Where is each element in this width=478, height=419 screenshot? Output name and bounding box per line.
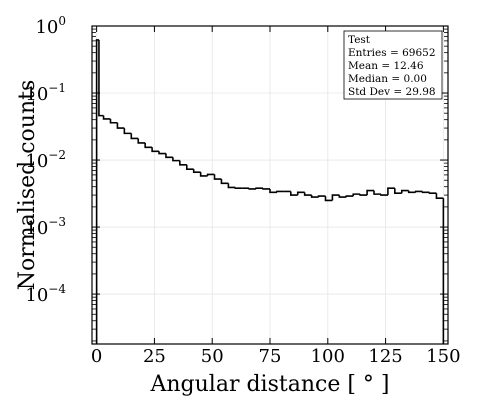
x-tick-label: 75 — [259, 346, 282, 367]
x-tick-label: 100 — [311, 346, 345, 367]
histogram-bin — [213, 174, 222, 180]
histogram-bin — [158, 151, 166, 155]
x-axis-ticks: 0 25 50 75 100 125 150 — [91, 26, 461, 367]
x-tick-label: 150 — [426, 346, 460, 367]
histogram-bin — [109, 118, 118, 124]
y-axis-label: Normalised counts — [15, 80, 40, 290]
histogram-bin — [130, 133, 139, 140]
stats-std-dev: Std Dev = 29.98 — [348, 86, 436, 98]
histogram-bin — [206, 173, 215, 176]
histogram-bin — [165, 153, 173, 159]
stats-entries: Entries = 69652 — [348, 47, 436, 59]
histogram-bin — [366, 189, 375, 196]
histogram-bin — [199, 172, 208, 177]
y-axis-ticks: 100 10−1 10−2 10−3 10−4 — [25, 14, 448, 342]
histogram-bin — [400, 189, 409, 194]
stats-mean: Mean = 12.46 — [348, 60, 424, 72]
histogram-bin — [172, 157, 180, 162]
histogram-bin — [421, 191, 430, 194]
x-tick-label: 0 — [91, 346, 102, 367]
y-tick-exponent: 0 — [58, 14, 66, 28]
histogram-bin — [387, 187, 395, 196]
histogram-bin — [310, 195, 319, 198]
histogram-bin — [276, 190, 284, 193]
histogram-bin — [407, 190, 416, 194]
histogram-bin — [255, 187, 264, 190]
histogram-bin — [123, 128, 132, 135]
x-tick-label: 125 — [368, 346, 402, 367]
y-tick-label: 10−1 — [25, 81, 66, 105]
histogram-bin — [179, 160, 187, 166]
histogram-bin — [102, 115, 111, 120]
y-tick-exponent: −2 — [48, 148, 66, 162]
y-tick-exponent: −3 — [48, 215, 66, 229]
x-tick-label: 50 — [201, 346, 224, 367]
histogram-bin — [380, 194, 388, 196]
histogram-bin — [352, 193, 361, 197]
y-tick-label: 10−4 — [25, 282, 66, 306]
y-tick-exponent: −1 — [48, 81, 66, 95]
x-axis-label: Angular distance [ ° ] — [150, 372, 390, 397]
histogram-bin — [227, 183, 236, 189]
y-tick-label: 100 — [35, 14, 66, 38]
histogram-bin — [331, 194, 340, 201]
histogram-series — [95, 39, 445, 344]
stats-box-frame — [343, 30, 443, 100]
histogram-bin — [185, 164, 194, 171]
stats-title: Test — [348, 34, 371, 46]
y-tick-label: 10−2 — [25, 148, 66, 172]
histogram-bin — [338, 195, 347, 198]
histogram-bin — [394, 188, 402, 195]
histogram-bin — [414, 190, 423, 193]
stats-median: Median = 0.00 — [348, 73, 427, 85]
histogram-bin — [98, 39, 104, 117]
y-tick-label: 10−3 — [25, 215, 66, 239]
histogram-bin — [373, 190, 381, 195]
histogram-bin — [290, 191, 298, 196]
x-tick-label: 25 — [143, 346, 166, 367]
histogram-bin — [116, 122, 125, 129]
y-tick-exponent: −4 — [48, 282, 66, 296]
histogram-bin — [303, 192, 312, 196]
histogram-bin — [296, 191, 305, 196]
histogram-bin — [144, 142, 153, 149]
histogram-bin — [262, 188, 270, 190]
histogram-bin — [345, 195, 354, 198]
histogram-bin — [428, 192, 437, 195]
histogram-bin — [317, 195, 326, 198]
histogram-bin — [435, 193, 444, 199]
histogram-bin — [234, 187, 243, 190]
histogram-bin — [359, 194, 368, 196]
histogram-bin — [220, 179, 229, 185]
histogram-bin — [151, 147, 160, 153]
histogram-bin — [324, 196, 333, 202]
histogram-bin — [192, 169, 201, 173]
histogram-bin — [269, 188, 277, 194]
histogram-bin — [137, 138, 146, 144]
histogram-bin — [248, 188, 257, 190]
stats-box: Test Entries = 69652 Mean = 12.46 Median… — [343, 30, 443, 100]
